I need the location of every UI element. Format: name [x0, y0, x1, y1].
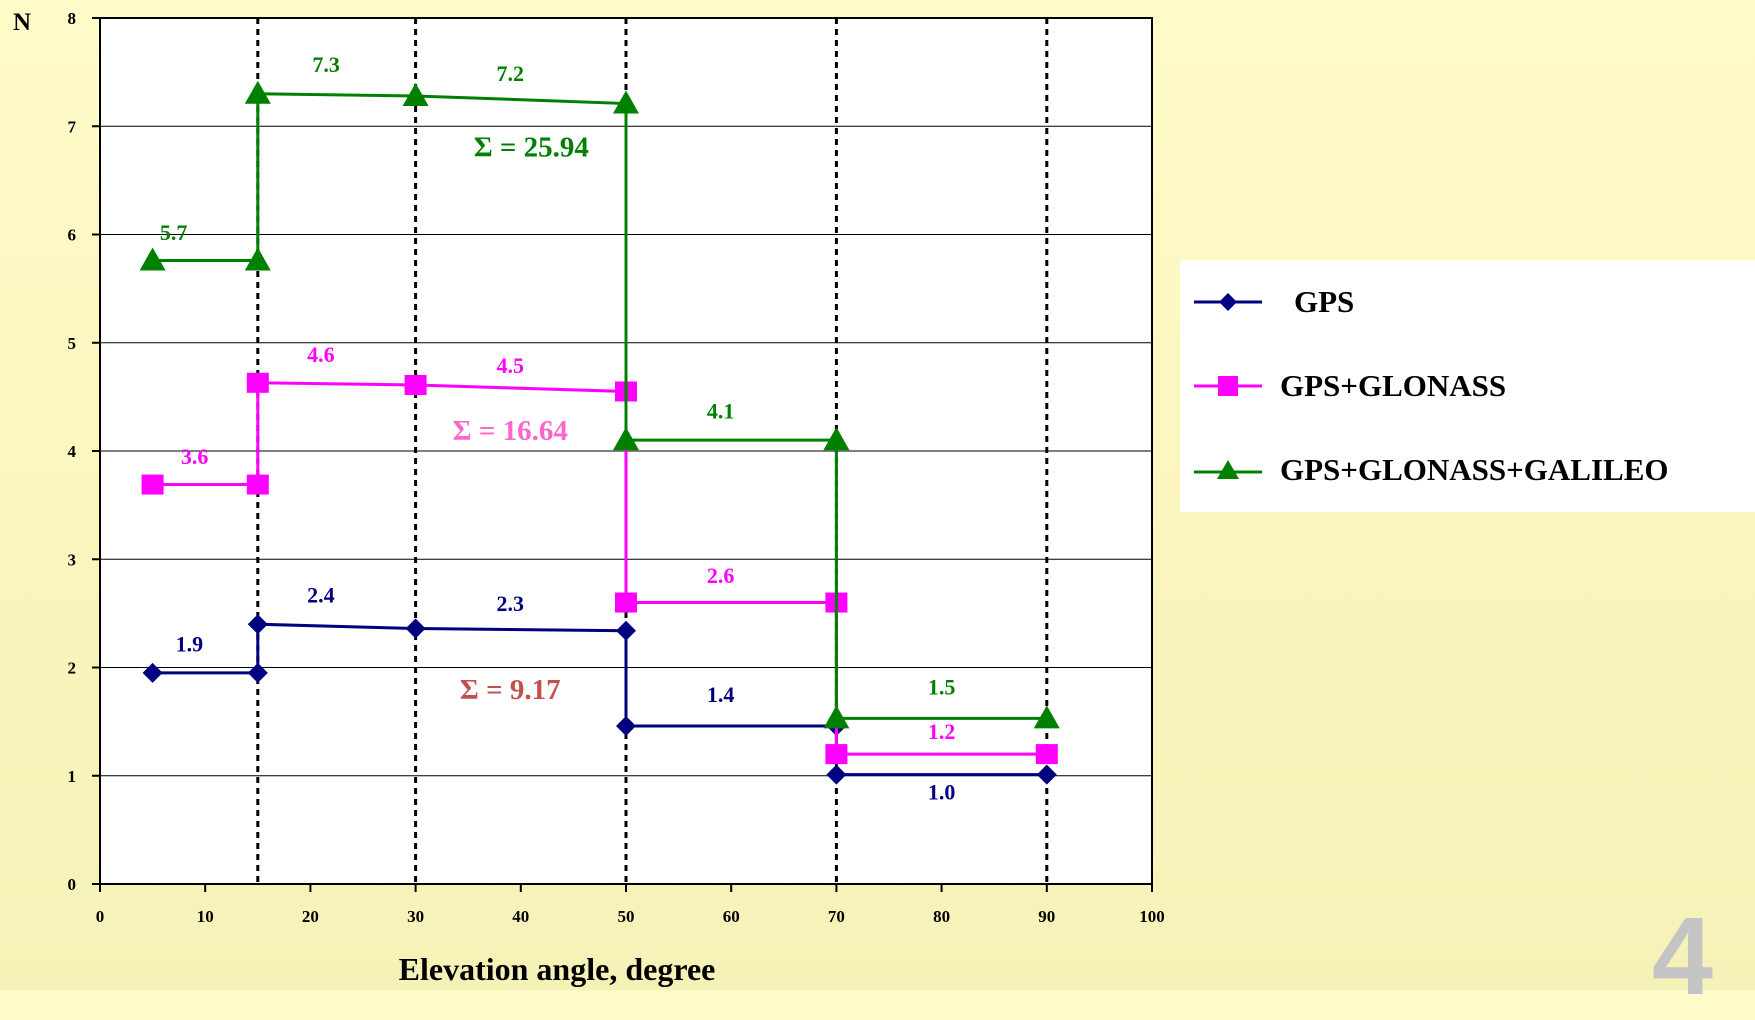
- sum-label: Σ = 16.64: [453, 415, 568, 447]
- slide-number: 4: [1651, 895, 1713, 1018]
- legend: GPS GPS+GLONASS GPS+GLONASS+GALILEO: [1180, 260, 1755, 512]
- y-tick-label: 1: [68, 767, 77, 786]
- data-point: [613, 427, 639, 451]
- data-point: [823, 427, 850, 451]
- data-label: 1.5: [928, 675, 956, 700]
- y-tick-label: 0: [68, 875, 77, 894]
- data-point: [404, 374, 427, 395]
- data-point: [402, 82, 429, 106]
- legend-item-gps: GPS: [1180, 260, 1755, 344]
- data-point: [247, 662, 268, 683]
- data-label: 1.0: [928, 780, 956, 805]
- y-tick-label: 8: [68, 9, 77, 28]
- x-tick-label: 90: [1038, 907, 1055, 926]
- diamond-marker-icon: [1194, 293, 1262, 311]
- data-label: 4.1: [707, 399, 735, 424]
- y-tick-label: 4: [68, 442, 77, 461]
- data-point: [1035, 744, 1058, 765]
- legend-label: GPS+GLONASS: [1280, 368, 1507, 403]
- data-point: [823, 705, 850, 729]
- data-label: 2.3: [497, 591, 525, 616]
- data-label: 2.6: [707, 563, 735, 588]
- legend-item-gps-glonass-galileo: GPS+GLONASS+GALILEO: [1180, 428, 1755, 512]
- x-tick-label: 100: [1139, 907, 1165, 926]
- y-tick-label: 5: [68, 334, 77, 353]
- data-point: [246, 372, 269, 393]
- data-point: [141, 474, 164, 495]
- data-label: 2.4: [307, 583, 335, 608]
- data-point: [1033, 705, 1060, 729]
- square-marker-icon: [1194, 376, 1262, 396]
- data-point: [142, 662, 163, 683]
- legend-label: GPS: [1294, 284, 1355, 319]
- triangle-marker-icon: [1194, 460, 1262, 479]
- data-point: [616, 620, 636, 641]
- data-point: [247, 614, 268, 635]
- data-label: 1.9: [176, 631, 204, 656]
- data-point: [826, 764, 847, 785]
- x-tick-label: 70: [828, 907, 845, 926]
- y-tick-label: 3: [68, 550, 77, 569]
- data-point: [825, 744, 848, 765]
- legend-item-gps-glonass: GPS+GLONASS: [1180, 344, 1755, 428]
- data-point: [246, 474, 269, 495]
- x-axis-label: Elevation angle, degree: [399, 951, 716, 987]
- sum-label: Σ = 25.94: [474, 132, 589, 164]
- x-tick-label: 60: [723, 907, 740, 926]
- y-tick-label: 2: [68, 659, 77, 678]
- x-tick-label: 80: [933, 907, 950, 926]
- data-point: [244, 80, 271, 104]
- data-point: [139, 247, 166, 271]
- data-label: 1.2: [928, 719, 956, 744]
- data-label: 7.2: [497, 61, 525, 86]
- data-label: 1.4: [707, 682, 735, 707]
- x-tick-label: 0: [96, 907, 105, 926]
- data-point: [615, 592, 637, 613]
- data-point: [616, 715, 636, 736]
- x-tick-label: 50: [618, 907, 635, 926]
- data-label: 7.3: [312, 52, 340, 77]
- x-tick-label: 20: [302, 907, 319, 926]
- y-tick-label: 6: [68, 226, 77, 245]
- sum-label: Σ = 9.17: [460, 674, 561, 706]
- data-label: 4.5: [497, 353, 525, 378]
- x-tick-label: 30: [407, 907, 424, 926]
- data-point: [405, 618, 426, 639]
- data-label: 3.6: [181, 444, 209, 469]
- x-tick-label: 40: [512, 907, 529, 926]
- data-point: [613, 90, 639, 114]
- data-point: [244, 247, 271, 271]
- data-label: 4.6: [307, 342, 335, 367]
- legend-label: GPS+GLONASS+GALILEO: [1280, 452, 1669, 487]
- data-label: 5.7: [160, 220, 188, 245]
- y-axis-label: N: [13, 9, 31, 36]
- x-tick-label: 10: [197, 907, 214, 926]
- data-point: [1036, 764, 1057, 785]
- y-tick-label: 7: [68, 117, 77, 136]
